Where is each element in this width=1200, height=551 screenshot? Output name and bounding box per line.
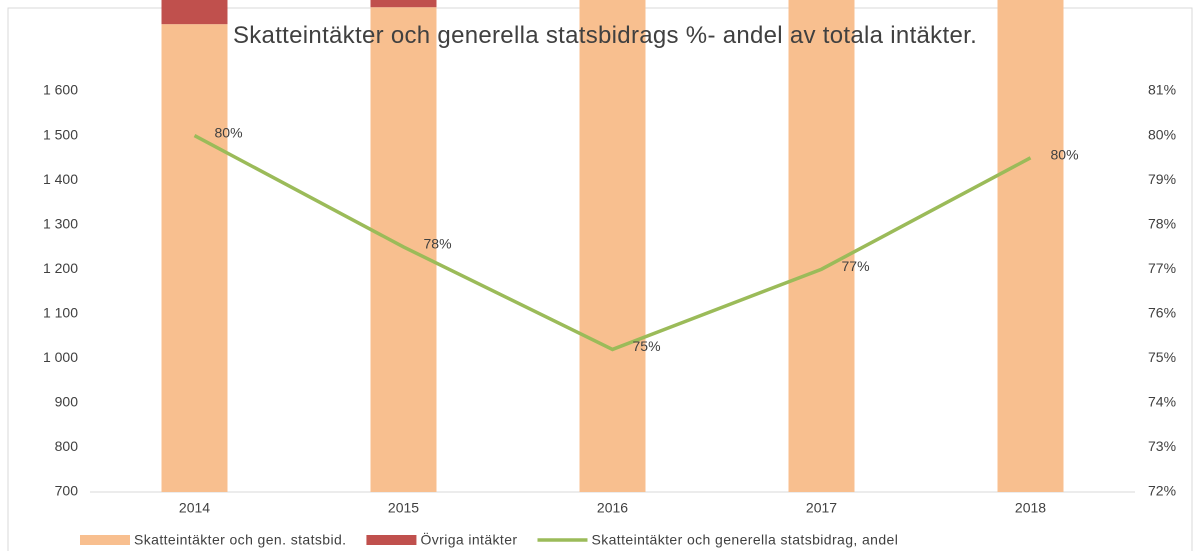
x-tick-label: 2016 [597,500,628,516]
bar-segment [788,0,855,493]
y-tick-label: 800 [55,438,79,454]
y-tick-label: 1 300 [43,215,78,231]
y2-tick-label: 78% [1148,215,1176,231]
y2-tick-label: 79% [1148,171,1176,187]
line-series [193,134,1032,352]
data-label: 77% [842,258,870,274]
y-tick-label: 1 000 [43,349,78,365]
legend-swatch [80,535,130,545]
data-label: 80% [1051,147,1079,163]
y2-tick-label: 72% [1148,483,1176,499]
y-tick-label: 700 [55,483,79,499]
legend-swatch [366,535,417,545]
legend-label: Skatteintäkter och generella statsbidrag… [591,532,898,548]
data-label: 78% [424,236,452,252]
y-tick-label: 900 [55,394,79,410]
y-tick-label: 1 400 [43,171,78,187]
y2-tick-label: 76% [1148,304,1176,320]
bar-segment [161,24,228,493]
legend-label: Övriga intäkter [420,531,517,548]
y-tick-label: 1 600 [43,82,78,98]
bar-segment [370,0,437,8]
y2-tick-label: 77% [1148,260,1176,276]
chart-title: Skatteintäkter och generella statsbidrag… [232,22,978,49]
bar-segment [370,7,437,492]
bar-segment [579,0,646,493]
y-tick-label: 1 200 [43,260,78,276]
y2-tick-label: 74% [1148,394,1176,410]
x-tick-label: 2017 [806,500,837,516]
y2-tick-label: 80% [1148,126,1176,142]
x-tick-label: 2014 [179,500,210,516]
bar-segment [161,0,228,25]
x-tick-label: 2015 [388,500,419,516]
data-label: 80% [215,124,243,140]
y-tick-label: 1 100 [43,304,78,320]
y2-tick-label: 73% [1148,438,1176,454]
legend-label: Skatteintäkter och gen. statsbid. [134,532,346,548]
y2-tick-label: 81% [1148,82,1176,98]
y-tick-label: 1 500 [43,126,78,142]
x-tick-label: 2018 [1015,500,1046,516]
bar-segment [997,0,1064,492]
data-label: 75% [633,338,661,354]
y2-tick-label: 75% [1148,349,1176,365]
